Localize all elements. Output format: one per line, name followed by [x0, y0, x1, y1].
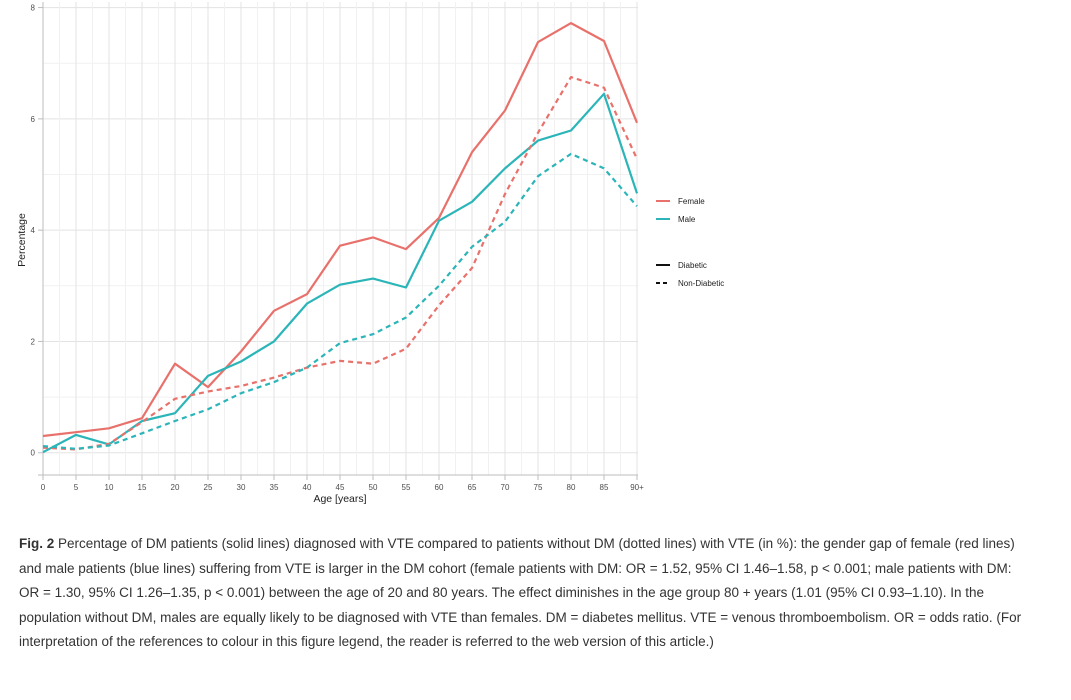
- caption-text: Percentage of DM patients (solid lines) …: [19, 536, 1022, 649]
- y-tick-label: 0: [31, 449, 36, 458]
- x-axis-title: Age [years]: [313, 493, 366, 505]
- series-line-male-diabetic: [42, 92, 639, 454]
- series-line-female-non-diabetic: [42, 75, 638, 451]
- y-axis-title: Percentage: [16, 213, 28, 267]
- x-tick-label: 75: [534, 483, 543, 492]
- axes: [38, 2, 638, 476]
- figure: 0 2 4 6 8 0 5 10 15 20 25 30 35 40 45 50 55 60 65 70 75 80 85 9…: [16, 2, 724, 505]
- x-tick-label: 25: [204, 483, 213, 492]
- x-tick-label: 20: [171, 483, 180, 492]
- x-tick-label: 85: [600, 483, 609, 492]
- series: [42, 22, 639, 454]
- x-tick-label: 0: [41, 483, 46, 492]
- legend-label-diabetic: Diabetic: [678, 261, 707, 270]
- x-tick-label: 70: [501, 483, 510, 492]
- grid: [42, 2, 638, 475]
- series-line-female-diabetic: [42, 22, 639, 438]
- y-tick-label: 6: [31, 115, 36, 124]
- x-tick-label: 60: [435, 483, 444, 492]
- caption-label: Fig. 2: [19, 536, 55, 551]
- x-tick-label: 45: [336, 483, 345, 492]
- x-tick-label: 15: [138, 483, 147, 492]
- x-tick-label: 30: [237, 483, 246, 492]
- x-tick-label: 65: [468, 483, 477, 492]
- x-tick-label: 10: [105, 483, 114, 492]
- y-tick-label: 4: [31, 226, 36, 235]
- series-line-male-non-diabetic: [42, 152, 638, 450]
- legend-label-non-diabetic: Non-Diabetic: [678, 279, 724, 288]
- x-tick-label: 35: [270, 483, 279, 492]
- legend-label-female: Female: [678, 197, 705, 206]
- legend: Female Male Diabetic Non-Diabetic: [656, 197, 724, 288]
- x-tick-label: 5: [74, 483, 79, 492]
- x-tick-label: 80: [567, 483, 576, 492]
- legend-label-male: Male: [678, 215, 696, 224]
- y-tick-label: 2: [31, 337, 36, 346]
- x-tick-label: 55: [402, 483, 411, 492]
- x-tick-label: 50: [369, 483, 378, 492]
- x-tick-label: 40: [303, 483, 312, 492]
- x-tick-label: 90+: [630, 483, 644, 492]
- figure-caption: Fig. 2 Percentage of DM patients (solid …: [19, 532, 1029, 655]
- y-tick-label: 8: [31, 4, 36, 13]
